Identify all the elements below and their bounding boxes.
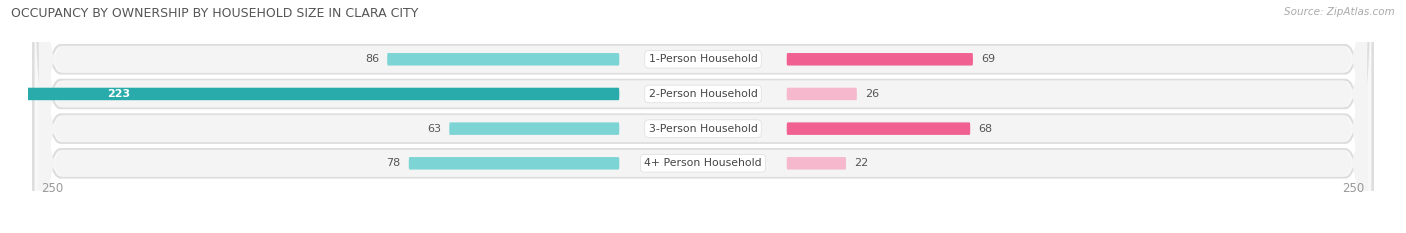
FancyBboxPatch shape bbox=[787, 157, 846, 170]
Text: 3-Person Household: 3-Person Household bbox=[648, 124, 758, 134]
FancyBboxPatch shape bbox=[409, 157, 619, 170]
FancyBboxPatch shape bbox=[787, 53, 973, 65]
FancyBboxPatch shape bbox=[34, 0, 1372, 233]
Text: 250: 250 bbox=[1343, 182, 1364, 195]
FancyBboxPatch shape bbox=[39, 0, 1367, 233]
FancyBboxPatch shape bbox=[34, 0, 1372, 233]
Text: 26: 26 bbox=[865, 89, 879, 99]
FancyBboxPatch shape bbox=[450, 122, 619, 135]
Text: 4+ Person Household: 4+ Person Household bbox=[644, 158, 762, 168]
FancyBboxPatch shape bbox=[34, 0, 1372, 233]
FancyBboxPatch shape bbox=[17, 88, 619, 100]
FancyBboxPatch shape bbox=[387, 53, 619, 65]
Text: 250: 250 bbox=[42, 182, 63, 195]
FancyBboxPatch shape bbox=[34, 0, 1372, 233]
Text: 223: 223 bbox=[108, 89, 131, 99]
FancyBboxPatch shape bbox=[39, 0, 1367, 233]
Text: Source: ZipAtlas.com: Source: ZipAtlas.com bbox=[1284, 7, 1395, 17]
Text: 63: 63 bbox=[427, 124, 441, 134]
FancyBboxPatch shape bbox=[787, 122, 970, 135]
Text: 1-Person Household: 1-Person Household bbox=[648, 54, 758, 64]
Text: OCCUPANCY BY OWNERSHIP BY HOUSEHOLD SIZE IN CLARA CITY: OCCUPANCY BY OWNERSHIP BY HOUSEHOLD SIZE… bbox=[11, 7, 419, 20]
Text: 78: 78 bbox=[387, 158, 401, 168]
Text: 2-Person Household: 2-Person Household bbox=[648, 89, 758, 99]
FancyBboxPatch shape bbox=[787, 88, 856, 100]
Text: 69: 69 bbox=[981, 54, 995, 64]
Text: 86: 86 bbox=[366, 54, 380, 64]
Text: 22: 22 bbox=[855, 158, 869, 168]
Text: 68: 68 bbox=[979, 124, 993, 134]
FancyBboxPatch shape bbox=[39, 0, 1367, 233]
FancyBboxPatch shape bbox=[39, 0, 1367, 233]
